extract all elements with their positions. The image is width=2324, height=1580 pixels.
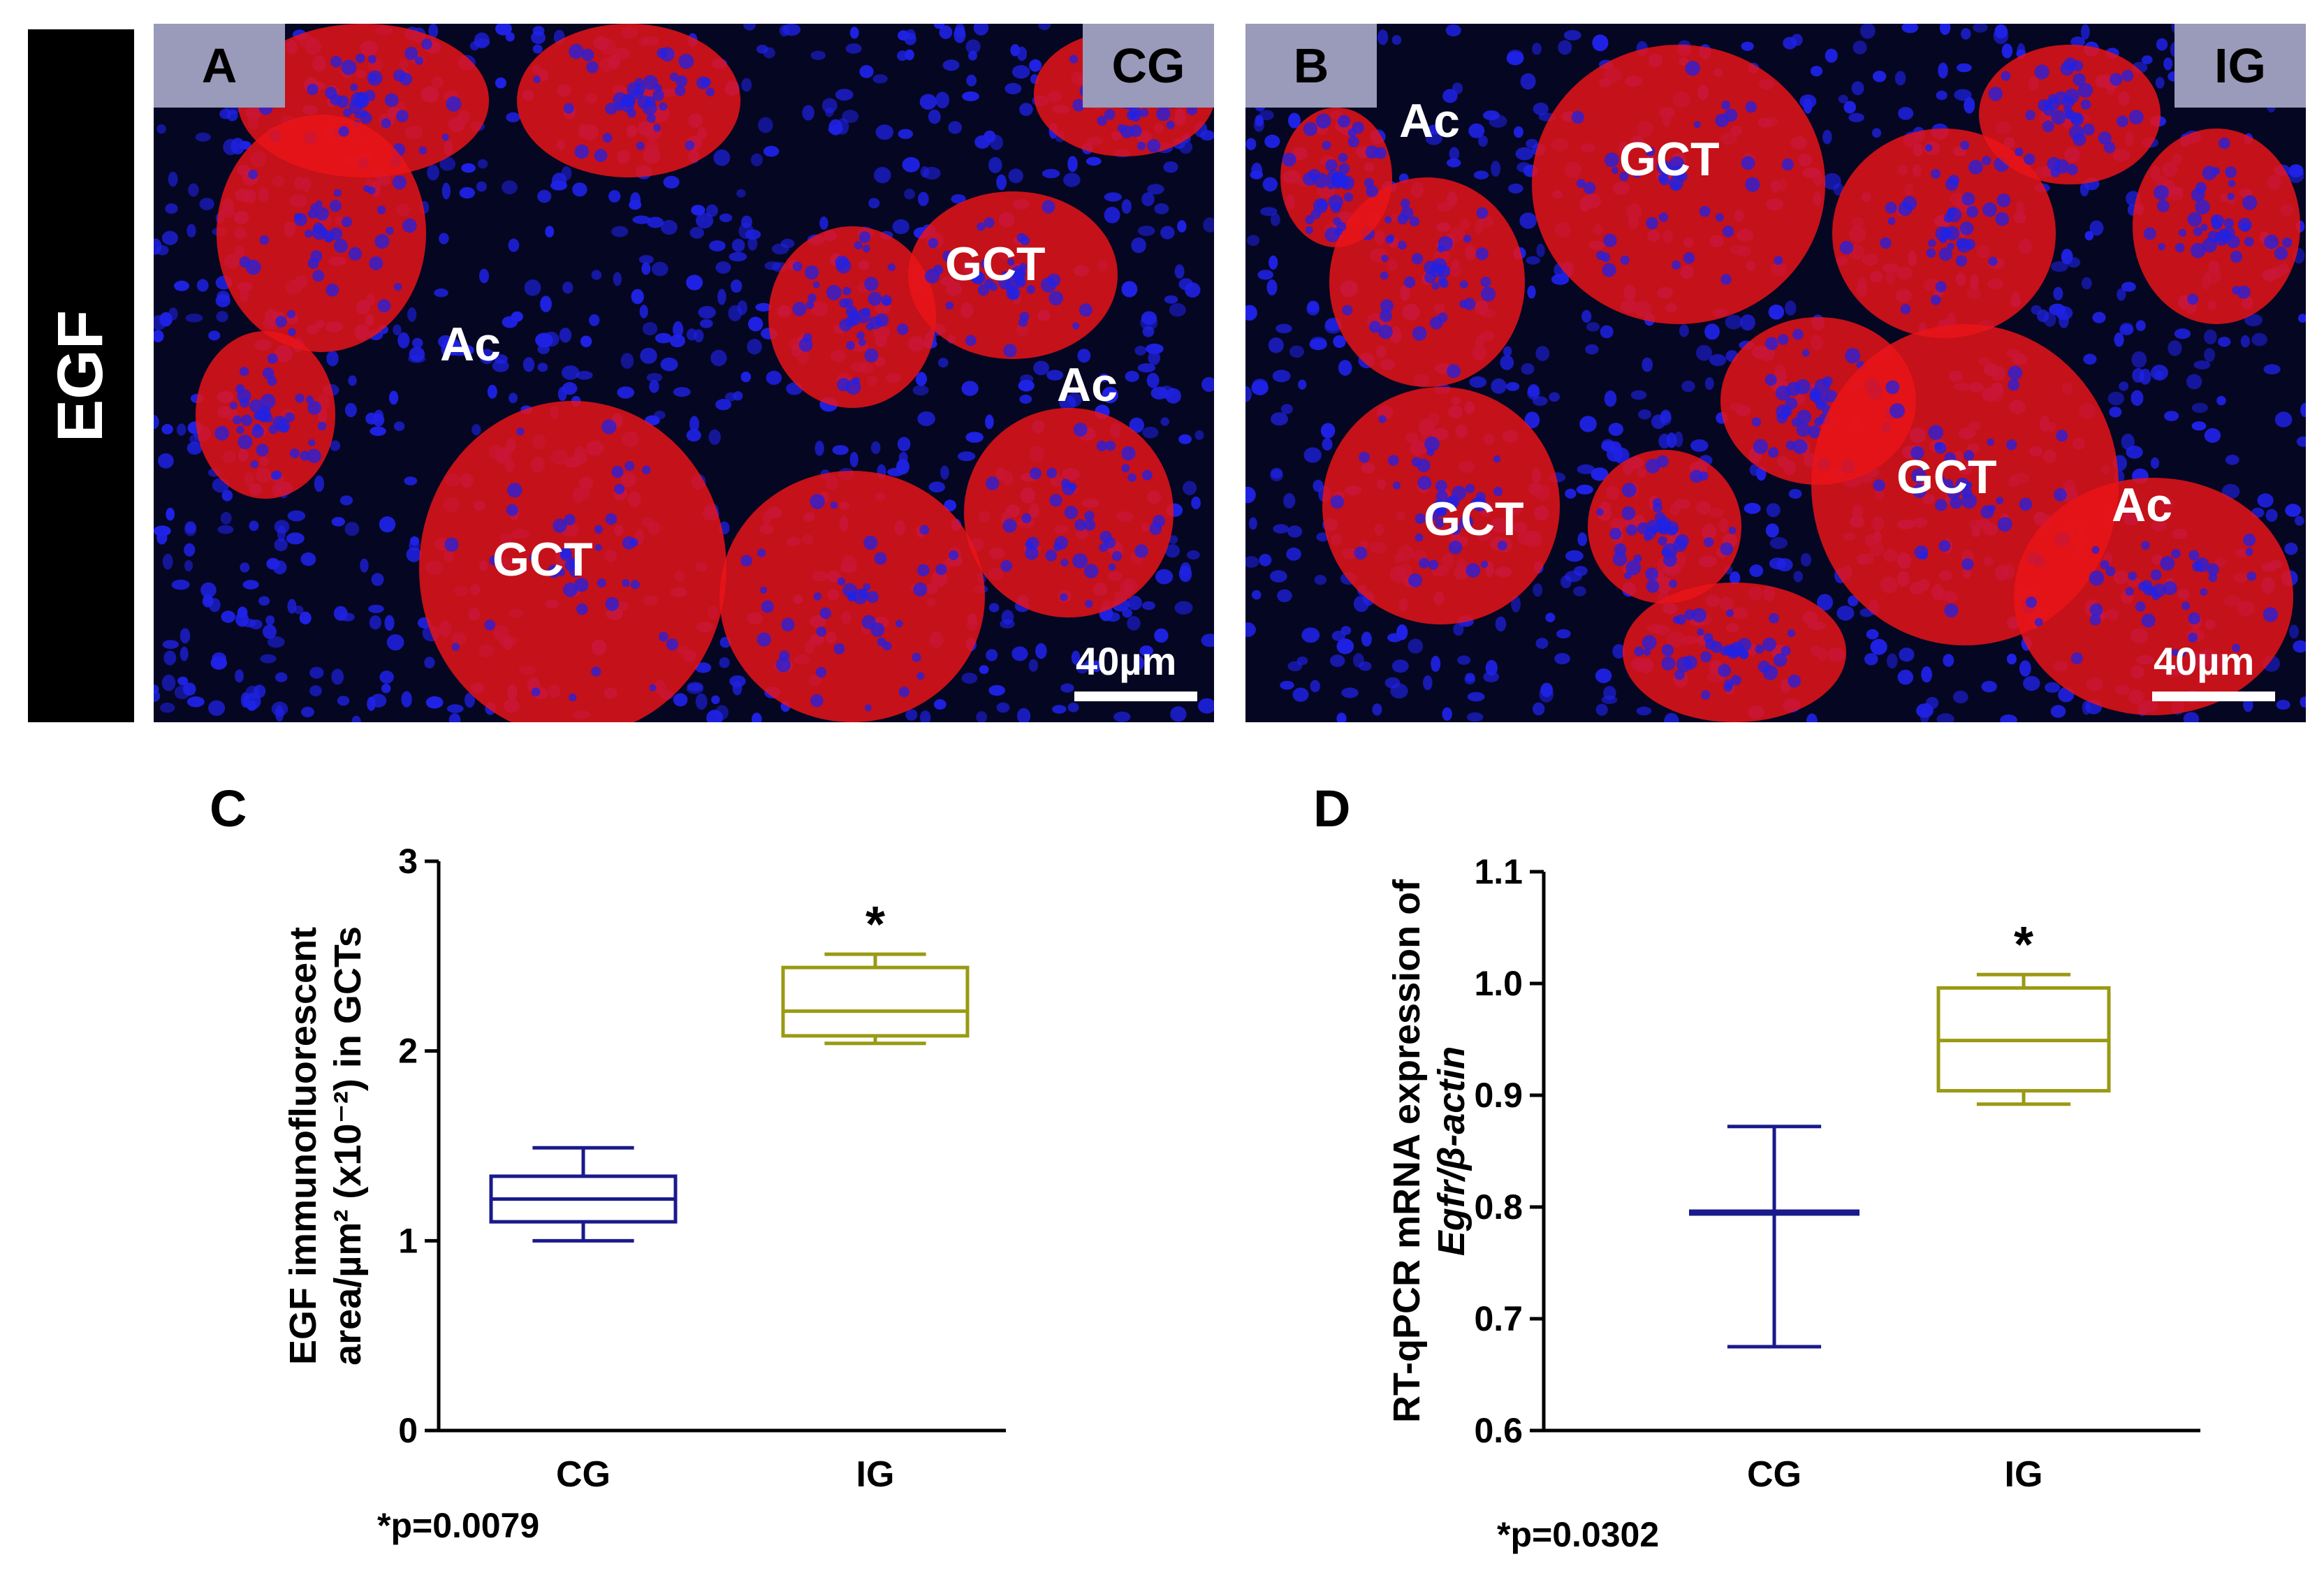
- label-acinus: Ac: [2112, 478, 2172, 532]
- micrograph-a-image: [154, 24, 1214, 722]
- scale-bar: [1074, 692, 1197, 701]
- panel-a-letter: A: [154, 24, 285, 108]
- panel-c-letter: C: [210, 780, 247, 837]
- x-tick-label: CG: [556, 1454, 611, 1495]
- y-tick-label: 1.1: [1474, 852, 1523, 891]
- box-cg: [1689, 1125, 1859, 1349]
- row-label-bar: EGF: [28, 29, 134, 722]
- box-iqr: [781, 965, 970, 1038]
- axes: 0.6 0.7 0.8 0.9 1.0 1.1: [1474, 852, 2200, 1450]
- label-gct: GCT: [492, 533, 593, 586]
- label-gct: GCT: [1424, 492, 1524, 546]
- p-value-note: *p=0.0302: [1497, 1515, 1660, 1554]
- panel-b-group: IG: [2175, 24, 2306, 108]
- scale-bar-label: 40µm: [1076, 639, 1177, 683]
- micrograph-cg: A CG Ac GCT Ac GCT 40µm: [154, 24, 1214, 722]
- y-axis-label: EGF immunofluorescentarea/µm² (x10⁻²) in…: [282, 926, 369, 1366]
- panel-d-letter: D: [1313, 780, 1351, 837]
- x-tick-label: IG: [856, 1454, 895, 1495]
- box-ig: *: [1936, 917, 2111, 1106]
- label-acinus: Ac: [440, 318, 501, 371]
- y-tick-label: 0: [398, 1411, 418, 1450]
- label-acinus: Ac: [1057, 358, 1118, 411]
- micrograph-b-image: [1245, 24, 2306, 722]
- label-gct: GCT: [1897, 451, 1997, 504]
- x-tick-label: IG: [2005, 1454, 2043, 1495]
- panel-b-letter: B: [1245, 24, 1377, 108]
- y-tick-label: 3: [398, 842, 418, 881]
- y-tick-label: 2: [398, 1032, 418, 1071]
- box-ig: *: [781, 897, 970, 1046]
- label-gct: GCT: [945, 237, 1046, 291]
- y-axis-label: RT-qPCR mRNA expression ofEgfr/β-actin: [1386, 879, 1472, 1423]
- y-tick-label: 1: [398, 1221, 418, 1260]
- significance-marker: *: [865, 897, 885, 953]
- label-gct: GCT: [1619, 133, 1720, 186]
- significance-marker: *: [2014, 917, 2033, 973]
- scale-bar: [2152, 692, 2275, 701]
- label-acinus: Ac: [1399, 94, 1460, 147]
- y-tick-label: 1.0: [1474, 964, 1523, 1003]
- box-cg: [489, 1146, 678, 1243]
- x-tick-label: CG: [1747, 1454, 1802, 1495]
- y-tick-label: 0.9: [1474, 1076, 1523, 1115]
- micrograph-ig: B IG Ac GCT GCT GCT Ac 40µm: [1245, 24, 2306, 722]
- scale-bar-label: 40µm: [2154, 639, 2255, 683]
- p-value-note: *p=0.0079: [377, 1506, 540, 1545]
- y-tick-label: 0.8: [1474, 1187, 1523, 1227]
- y-tick-label: 0.6: [1474, 1411, 1523, 1450]
- panel-a-group: CG: [1083, 24, 1214, 108]
- axes: 0 1 2 3: [398, 842, 1006, 1450]
- y-tick-label: 0.7: [1474, 1299, 1523, 1338]
